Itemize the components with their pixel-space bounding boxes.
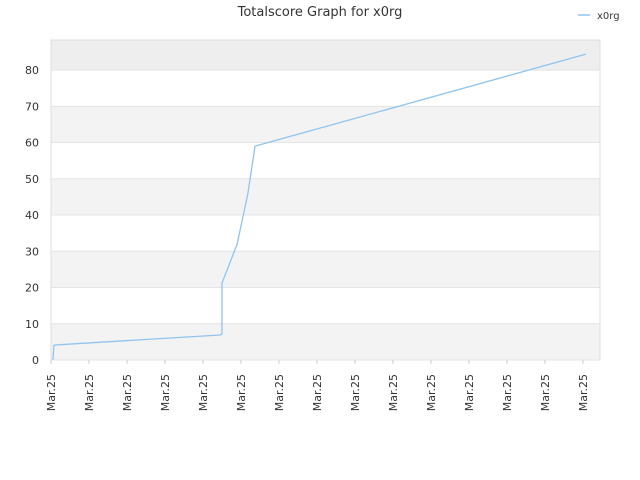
x-tick-label: Mar.25	[235, 374, 248, 411]
x-tick-label: Mar.25	[197, 374, 210, 411]
y-tick-label: 10	[25, 318, 39, 331]
plot-band	[51, 251, 600, 288]
plot-band	[51, 323, 600, 360]
y-tick-label: 40	[25, 209, 39, 222]
y-tick-label: 50	[25, 173, 39, 186]
plot-band	[51, 106, 600, 143]
x-tick-label: Mar.25	[539, 374, 552, 411]
x-tick-label: Mar.25	[463, 374, 476, 411]
x-tick-label: Mar.25	[83, 374, 96, 411]
y-tick-label: 0	[32, 354, 39, 367]
x-tick-label: Mar.25	[577, 374, 590, 411]
chart-title: Totalscore Graph for x0rg	[237, 5, 403, 20]
legend-label: x0rg	[597, 11, 620, 22]
x-tick-label: Mar.25	[45, 374, 58, 411]
plot-band	[51, 178, 600, 216]
y-tick-label: 70	[25, 100, 39, 113]
x-tick-label: Mar.25	[121, 374, 134, 411]
x-tick-label: Mar.25	[311, 374, 324, 411]
x-tick-label: Mar.25	[349, 374, 362, 411]
y-tick-label: 30	[25, 245, 39, 258]
x-tick-label: Mar.25	[425, 374, 438, 411]
series-line	[52, 53, 587, 361]
plot-band	[51, 40, 600, 71]
x-tick-label: Mar.25	[159, 374, 172, 411]
y-tick-label: 20	[25, 282, 39, 295]
x-tick-label: Mar.25	[501, 374, 514, 411]
x-tick-label: Mar.25	[273, 374, 286, 411]
x-tick-label: Mar.25	[387, 374, 400, 411]
y-tick-label: 80	[25, 64, 39, 77]
y-tick-label: 60	[25, 137, 39, 150]
